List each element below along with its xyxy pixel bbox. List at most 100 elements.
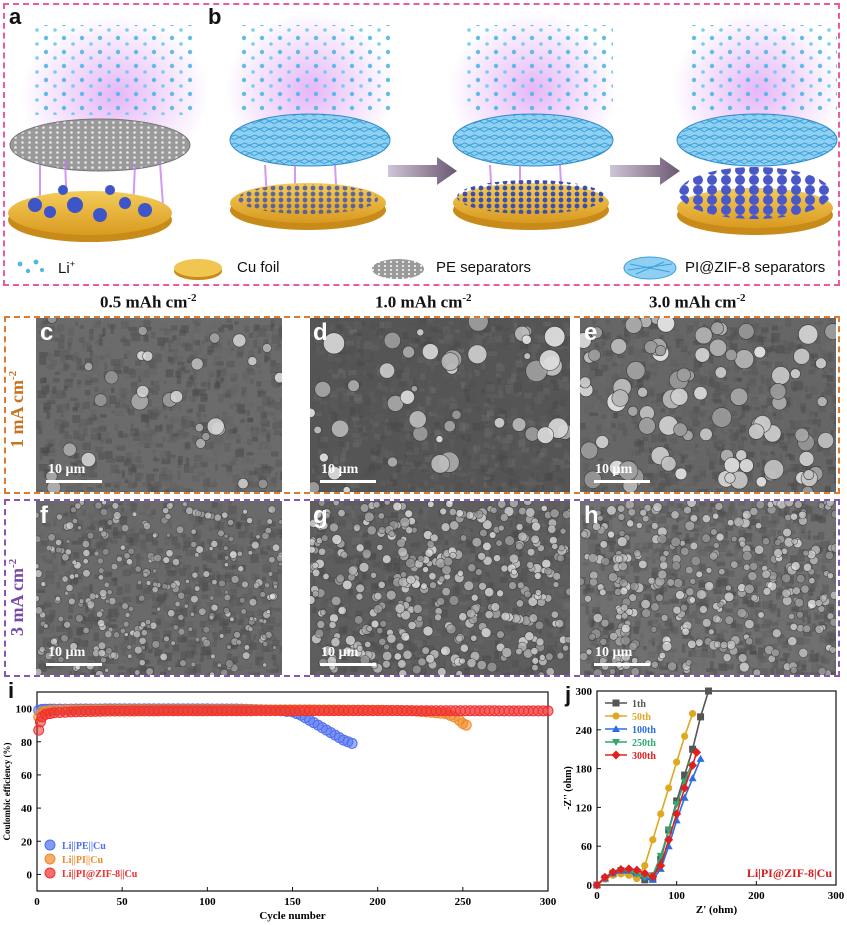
chart-i-xtick-label: 300	[540, 896, 557, 908]
sem-image-d	[310, 318, 570, 492]
chart-j-ytick-label: 0	[587, 880, 593, 892]
chart-j-annotation: Li|PI@ZIF-8|Cu	[747, 866, 832, 880]
chart-j-point-4	[624, 864, 634, 874]
chart-i-legend-marker	[44, 839, 56, 851]
panel-b-cell-3	[672, 12, 838, 235]
chart-j-legend-label: 300th	[632, 751, 656, 762]
chart-i-xtick-label: 0	[34, 896, 40, 908]
chart-j-ytick-label: 300	[576, 686, 593, 698]
chart-j-point-1	[689, 710, 697, 718]
panel-label-d: d	[313, 319, 328, 346]
chart-i-xtick-label: 150	[284, 896, 301, 908]
panel-b-cell-1	[225, 12, 395, 230]
scale-bar-f	[46, 663, 102, 666]
chart-j-legend-label: 250th	[632, 738, 656, 749]
scale-bar-e	[594, 480, 650, 483]
chart-i-legend-marker	[44, 867, 56, 879]
chart-j-point-0	[697, 713, 705, 721]
chart-j-ylabel: -Z'' (ohm)	[563, 766, 574, 810]
chart-i-ytick-label: 20	[21, 836, 33, 848]
scale-bar-g	[320, 663, 376, 666]
chart-j-series-line-0	[596, 690, 710, 886]
chart-j-point-1	[633, 874, 641, 883]
sem-image-c	[36, 318, 282, 492]
chart-i-ytick-label: 0	[27, 869, 33, 881]
process-arrow-1	[388, 157, 457, 185]
chart-i-point-2	[542, 705, 554, 717]
chart-j-legend-marker	[611, 750, 621, 760]
chart-j-point-1	[657, 810, 665, 818]
chart-i-legend-label: Li||PI@ZIF-8||Cu	[62, 869, 138, 880]
column-title-3: 3.0 mAh cm-2	[649, 292, 746, 312]
legend-pi-icon	[623, 256, 677, 280]
chart-j-point-2	[688, 774, 697, 782]
chart-j-legend-label: 50th	[632, 712, 651, 723]
legend-pe-label: PE separators	[436, 259, 532, 276]
row-title-2: 3 mA cm-2	[7, 558, 27, 636]
chart-j-point-4	[616, 864, 626, 874]
chart-j-legend-marker	[612, 712, 620, 720]
chart-i-xlabel: Cycle number	[259, 910, 325, 922]
chart-j-ytick-label: 120	[576, 802, 593, 814]
schematic-illustration	[8, 12, 838, 242]
legend-li-label: Li+	[58, 259, 75, 277]
chart-i-ytick-label: 100	[16, 704, 33, 716]
chart-i-xtick-label: 200	[369, 896, 386, 908]
chart-j-legend-marker	[612, 725, 620, 732]
chart-i-xtick-label: 50	[117, 896, 129, 908]
scale-bar-label-e: 10 µm	[595, 462, 633, 477]
chart-j-point-0	[681, 771, 689, 779]
chart-i-legend-label: Li||PI||Cu	[62, 855, 103, 866]
chart-j-point-4	[692, 747, 702, 757]
scale-bar-d	[320, 480, 376, 483]
chart-j-xtick-label: 0	[594, 890, 600, 902]
chart-j-point-0	[689, 745, 697, 753]
chart-j-point-4	[664, 835, 674, 845]
sem-image-e	[580, 318, 836, 492]
chart-i-ytick-label: 80	[21, 737, 33, 749]
chart-i-legend-marker	[44, 853, 56, 865]
chart-j-point-0	[705, 687, 713, 695]
chart-j-xlabel: Z' (ohm)	[696, 904, 738, 916]
chart-j-legend-label: 100th	[632, 725, 656, 736]
chart-j-point-1	[665, 784, 673, 792]
chart-j-legend-marker	[612, 699, 620, 707]
chart-i-coulombic-efficiency: 0 50 100 150 200 250 300 0 20 40 60 80 100 Cycle numb…	[2, 691, 557, 922]
chart-j-point-4	[688, 760, 698, 770]
chart-j-point-1	[649, 836, 657, 844]
process-arrow-2	[610, 157, 680, 185]
chart-j-point-4	[608, 867, 618, 877]
schematic-frame	[3, 3, 840, 286]
chart-j-ytick-label: 60	[581, 841, 593, 853]
panel-label-j: j	[565, 682, 572, 707]
panel-label-b: b	[208, 4, 222, 29]
chart-j-legend-marker	[612, 739, 620, 746]
chart-j-frame	[596, 690, 837, 886]
chart-j-point-1	[641, 862, 649, 870]
scale-bar-label-c: 10 µm	[48, 462, 86, 477]
legend-pi-label: PI@ZIF-8 separators	[685, 259, 826, 276]
chart-j-point-4	[648, 872, 658, 882]
panel-label-i: i	[8, 678, 15, 703]
chart-i-point-1	[460, 719, 472, 731]
chart-j-point-1	[673, 758, 681, 766]
scale-bar-label-f: 10 µm	[48, 645, 86, 660]
panel-b-cell-2	[448, 12, 618, 230]
panel-label-f: f	[40, 502, 48, 529]
scale-bar-c	[46, 480, 102, 483]
chart-j-point-4	[640, 868, 650, 878]
chart-i-point-0	[346, 737, 358, 749]
chart-j-point-3	[656, 852, 665, 860]
legend-li-icon	[17, 259, 44, 274]
chart-j-point-4	[672, 809, 682, 819]
panel-label-h: h	[584, 502, 599, 529]
panel-label-e: e	[584, 319, 598, 346]
panel-label-c: c	[40, 319, 54, 346]
chart-j-point-3	[664, 827, 673, 835]
sem-image-h	[580, 501, 836, 675]
chart-j-xtick-label: 100	[668, 890, 685, 902]
chart-j-point-3	[672, 801, 681, 809]
chart-j-point-2	[696, 754, 705, 762]
row-title-1: 1 mA cm-2	[7, 370, 27, 448]
chart-i-ytick-label: 60	[21, 770, 33, 782]
